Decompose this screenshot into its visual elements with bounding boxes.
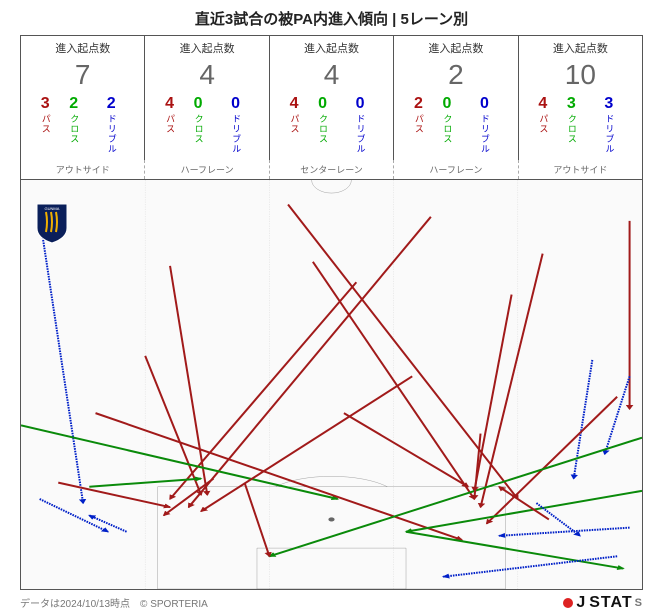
- lane-dribble: 3ドリブル: [591, 96, 627, 154]
- lane-dribble: 0ドリブル: [342, 96, 378, 154]
- lane-cross: 3クロス: [558, 96, 585, 154]
- lane-pass: 4パス: [534, 96, 552, 154]
- lane-stats-row: 進入起点数73パス2クロス2ドリブル進入起点数44パス0クロス0ドリブル進入起点…: [20, 35, 643, 160]
- lane-stat-breakdown: 4パス 0クロス0ドリブル: [272, 96, 391, 154]
- chart-title: 直近3試合の被PA内進入傾向 | 5レーン別: [20, 8, 643, 29]
- jstats-ts: S: [635, 597, 643, 609]
- jstats-dot-icon: [563, 598, 573, 608]
- lane-stat: 進入起点数 7 3パス 2クロス2ドリブル: [21, 36, 145, 160]
- lane-pass: 4パス: [285, 96, 303, 154]
- lane-name: センターレーン: [270, 160, 394, 179]
- lane-stat-breakdown: 4パス 0クロス0ドリブル: [147, 96, 266, 154]
- data-credits: データは2024/10/13時点 © SPORTERIA: [20, 595, 208, 610]
- jstats-j: J: [576, 594, 585, 612]
- lane-stat: 進入起点数 4 4パス 0クロス0ドリブル: [270, 36, 394, 160]
- lane-name: ハーフレーン: [394, 160, 518, 179]
- lane-stat-total: 4: [272, 58, 391, 92]
- lane-name: アウトサイド: [519, 160, 642, 179]
- lane-stat: 進入起点数 10 4パス 3クロス3ドリブル: [519, 36, 642, 160]
- lane-name: アウトサイド: [21, 160, 145, 179]
- lane-stat-header: 進入起点数: [147, 40, 266, 56]
- lane-stat-header: 進入起点数: [521, 40, 640, 56]
- lane-stat-header: 進入起点数: [396, 40, 515, 56]
- lane-stat-breakdown: 4パス 3クロス3ドリブル: [521, 96, 640, 154]
- lane-dribble: 2ドリブル: [93, 96, 129, 154]
- lane-stat-total: 10: [521, 58, 640, 92]
- lane-cross: 0クロス: [185, 96, 212, 154]
- lane-stat-breakdown: 2パス 0クロス0ドリブル: [396, 96, 515, 154]
- lane-pass: 3パス: [36, 96, 54, 154]
- lane-pass: 4パス: [161, 96, 179, 154]
- pitch-area: GUNMA: [20, 180, 643, 590]
- jstats-logo: J STAT S: [563, 594, 643, 612]
- lane-stat: 進入起点数 2 2パス 0クロス0ドリブル: [394, 36, 518, 160]
- lane-stat-header: 進入起点数: [272, 40, 391, 56]
- lane-cross: 0クロス: [309, 96, 336, 154]
- lane-dribble: 0ドリブル: [218, 96, 254, 154]
- lane-stat-total: 2: [396, 58, 515, 92]
- lane-cross: 2クロス: [60, 96, 87, 154]
- lane-stat-total: 4: [147, 58, 266, 92]
- lane-pass: 2パス: [409, 96, 427, 154]
- lane-dribble: 0ドリブル: [466, 96, 502, 154]
- lane-stat-breakdown: 3パス 2クロス2ドリブル: [23, 96, 142, 154]
- lane-stat-total: 7: [23, 58, 142, 92]
- team-badge: GUNMA: [35, 202, 69, 244]
- lane-name-row: アウトサイドハーフレーンセンターレーンハーフレーンアウトサイド: [20, 160, 643, 180]
- lane-name: ハーフレーン: [145, 160, 269, 179]
- lane-stat: 進入起点数 4 4パス 0クロス0ドリブル: [145, 36, 269, 160]
- lane-cross: 0クロス: [433, 96, 460, 154]
- jstats-st: STAT: [589, 594, 632, 612]
- lane-stat-header: 進入起点数: [23, 40, 142, 56]
- svg-text:GUNMA: GUNMA: [45, 206, 60, 211]
